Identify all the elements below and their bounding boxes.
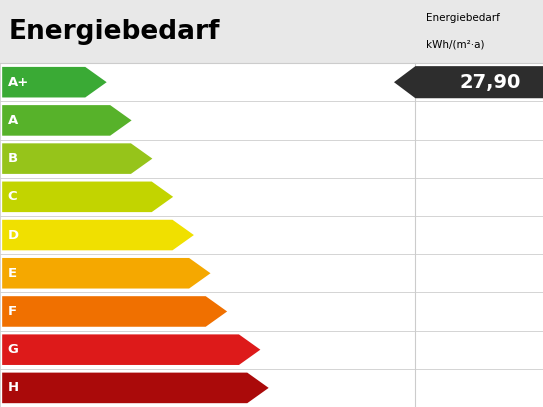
Bar xyxy=(415,178,543,216)
Text: D: D xyxy=(8,229,18,241)
Bar xyxy=(0,140,415,178)
Polygon shape xyxy=(2,335,260,365)
Bar xyxy=(415,254,543,292)
Bar xyxy=(0,292,415,330)
Bar xyxy=(0,216,415,254)
Text: 27,90: 27,90 xyxy=(459,73,521,92)
Text: G: G xyxy=(8,343,18,356)
Bar xyxy=(415,101,543,140)
Bar xyxy=(0,101,415,140)
Text: Energiebedarf: Energiebedarf xyxy=(8,19,220,44)
Text: E: E xyxy=(8,267,17,280)
Bar xyxy=(415,292,543,330)
Text: kWh/(m²·a): kWh/(m²·a) xyxy=(426,39,485,49)
Polygon shape xyxy=(2,296,227,327)
Text: Energiebedarf: Energiebedarf xyxy=(426,13,500,23)
Polygon shape xyxy=(394,66,543,98)
Polygon shape xyxy=(2,373,269,403)
Bar xyxy=(415,369,543,407)
Bar xyxy=(0,178,415,216)
Text: A: A xyxy=(8,114,18,127)
Polygon shape xyxy=(2,220,194,250)
Bar xyxy=(0,63,415,101)
Bar xyxy=(0,330,415,369)
Polygon shape xyxy=(2,258,211,289)
Text: B: B xyxy=(8,152,18,165)
Text: F: F xyxy=(8,305,17,318)
Text: A+: A+ xyxy=(8,76,29,89)
Bar xyxy=(415,330,543,369)
Bar xyxy=(415,140,543,178)
Polygon shape xyxy=(2,67,106,98)
Bar xyxy=(0,254,415,292)
Bar xyxy=(415,216,543,254)
Bar xyxy=(0,369,415,407)
Bar xyxy=(415,63,543,101)
Bar xyxy=(0,0,543,63)
Polygon shape xyxy=(2,105,131,136)
Polygon shape xyxy=(2,182,173,212)
Polygon shape xyxy=(2,143,153,174)
Text: C: C xyxy=(8,190,17,204)
Text: H: H xyxy=(8,381,18,394)
